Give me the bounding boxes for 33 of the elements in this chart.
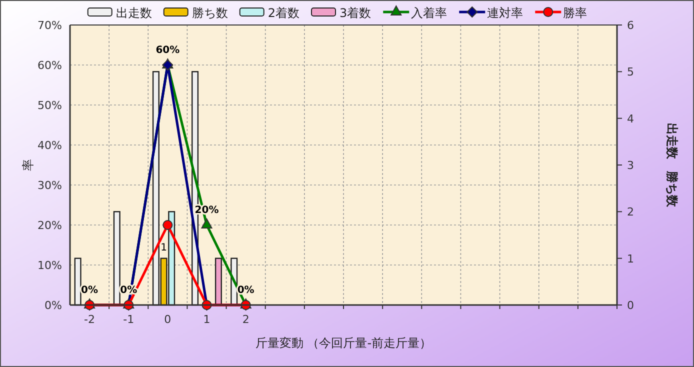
y2-tick-label: 1	[627, 252, 634, 266]
legend-label: 3着数	[340, 6, 372, 20]
y2-tick-label: 6	[627, 19, 634, 32]
y-tick-label: 10%	[38, 259, 62, 272]
legend-label: 入着率	[411, 6, 448, 20]
x-tick-label: -2	[84, 313, 96, 326]
y2-tick-label: 2	[627, 206, 634, 219]
data-label: 1	[160, 242, 167, 254]
y-tick-label: 0%	[44, 299, 62, 312]
y2-tick-label: 0	[627, 299, 634, 312]
legend-label: 出走数	[116, 6, 152, 20]
y-tick-label: 40%	[38, 139, 62, 152]
legend-label: 勝ち数	[192, 6, 228, 20]
y-tick-label: 30%	[38, 179, 62, 192]
y2-tick-label: 4	[627, 112, 634, 126]
data-label: 0%	[81, 285, 98, 296]
y-tick-label: 20%	[38, 219, 62, 232]
legend-label: 勝率	[563, 6, 588, 20]
data-label: 60%	[156, 45, 180, 56]
y2-tick-label: 3	[627, 159, 634, 172]
x-tick-label: 0	[164, 313, 172, 326]
x-tick-label: 2	[242, 313, 250, 326]
legend-label: 連対率	[487, 6, 524, 20]
y-tick-label: 50%	[38, 99, 62, 112]
y2-tick-label: 5	[627, 66, 634, 79]
x-tick-label: 1	[203, 313, 210, 326]
x-axis-title: 斤量変動 （今回斤量-前走斤量）	[255, 336, 432, 350]
y-tick-label: 60%	[38, 59, 62, 72]
y-axis-title: 率	[21, 159, 35, 171]
x-tick-label: -1	[123, 313, 134, 326]
y2-axis-title: 出走数 勝ち数	[665, 123, 679, 208]
y-tick-label: 70%	[38, 19, 62, 32]
legend-label: 2着数	[268, 6, 300, 20]
